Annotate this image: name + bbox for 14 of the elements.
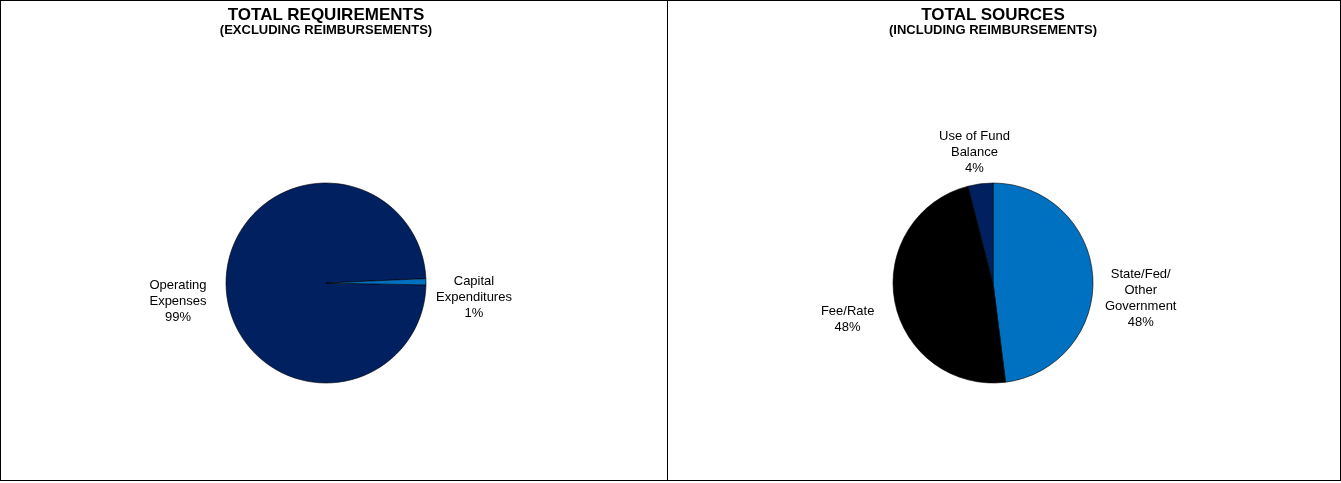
data-label: 4% xyxy=(965,160,985,176)
slice-label: Operating Expenses xyxy=(149,276,208,308)
data-label: 99% xyxy=(165,308,192,324)
chart-subtitle: (EXCLUDING REIMBURSEMENTS) xyxy=(219,22,433,37)
chart-title: TOTAL REQUIREMENTS xyxy=(227,5,425,24)
chart-subtitle: (INCLUDING REIMBURSEMENTS) xyxy=(889,22,1097,37)
slice-label: Use of Fund Balance xyxy=(939,128,1010,160)
data-label: 48% xyxy=(834,318,862,334)
chart-title: TOTAL SOURCES xyxy=(921,5,1065,24)
data-label: 48% xyxy=(1127,313,1155,329)
slice-label: State/Fed/Other Government xyxy=(1104,265,1177,313)
slice-label: Fee/Rate xyxy=(820,302,875,318)
data-label: 1% xyxy=(464,305,484,321)
slice-label: Capital Expenditures xyxy=(436,273,513,305)
